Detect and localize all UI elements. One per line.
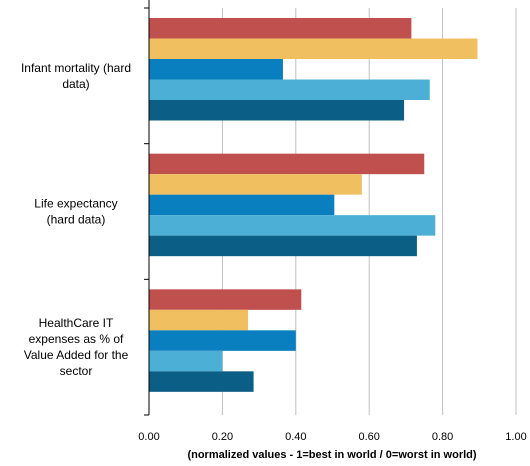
- x-tick-label: 1.00: [505, 431, 526, 443]
- x-tick-label: 0.80: [432, 431, 453, 443]
- category-label: Infant mortality (hard data): [21, 61, 131, 91]
- bar: [149, 59, 283, 80]
- bar: [149, 309, 249, 331]
- x-tick-labels: 0.00 0.20 0.40 0.60 0.80 1.00: [138, 431, 526, 443]
- bar: [149, 194, 335, 216]
- bar: [149, 18, 412, 39]
- x-tick-label: 0.20: [212, 431, 233, 443]
- bar: [149, 330, 296, 351]
- axes: [144, 0, 150, 416]
- category-label: Life expectancy (hard data): [34, 197, 117, 227]
- x-tick-label: 0.00: [138, 431, 159, 443]
- bars: [149, 18, 478, 392]
- category-labels: Infant mortality (hard data) Life expectan…: [21, 61, 131, 378]
- x-axis-title: (normalized values - 1=best in world / 0…: [187, 449, 476, 461]
- bar: [149, 350, 223, 372]
- bar: [149, 153, 425, 175]
- bar: [149, 215, 436, 236]
- bar: [149, 38, 478, 59]
- bar: [149, 174, 362, 195]
- x-tick-label: 0.60: [358, 431, 379, 443]
- bar: [149, 100, 405, 121]
- bar: [149, 79, 430, 100]
- x-tick-label: 0.40: [285, 431, 306, 443]
- bar: [149, 371, 254, 392]
- category-label: HealthCare IT expenses as % of Value Added…: [24, 316, 129, 378]
- bar: [149, 235, 417, 257]
- bar: [149, 289, 302, 310]
